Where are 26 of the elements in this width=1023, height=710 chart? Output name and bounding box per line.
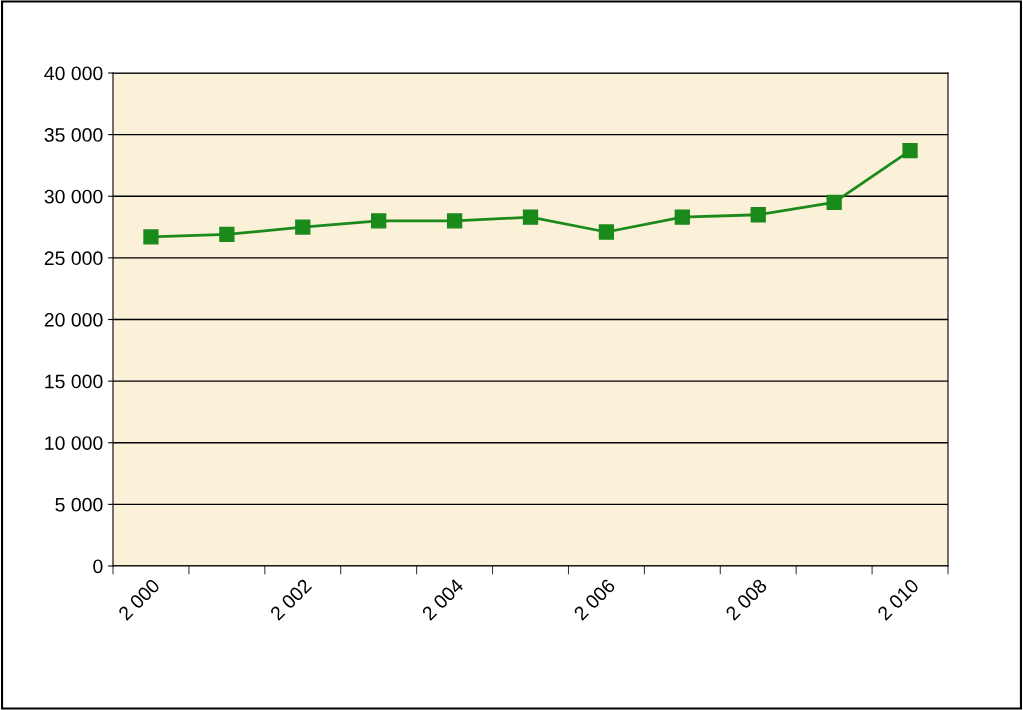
y-tick-label: 20 000 xyxy=(44,312,103,327)
y-tick-label: 5 000 xyxy=(55,497,103,512)
y-tick-label: 0 xyxy=(93,559,103,574)
point xyxy=(371,213,387,229)
x-tick-label: 2 004 xyxy=(421,577,465,621)
point xyxy=(750,207,766,223)
y-tick-label: 10 000 xyxy=(45,436,103,450)
y-tick-label: 30 000 xyxy=(44,189,103,204)
point xyxy=(522,209,539,225)
point xyxy=(598,224,615,240)
point xyxy=(143,229,159,245)
point xyxy=(219,226,235,243)
point xyxy=(902,143,918,159)
point xyxy=(295,219,311,235)
y-tick-label: 15 000 xyxy=(45,374,103,389)
x-tick-label: 2 006 xyxy=(573,578,616,621)
y-tick-label: 35 000 xyxy=(44,128,103,142)
y-tick-label: 40 000 xyxy=(44,66,103,81)
x-tick-label: 2 010 xyxy=(876,578,920,621)
point xyxy=(674,209,690,225)
point xyxy=(826,194,842,211)
x-tick-label: 2 002 xyxy=(269,578,313,621)
point xyxy=(446,213,463,229)
x-tick-label: 2 008 xyxy=(724,578,768,621)
y-tick-label: 25 000 xyxy=(44,251,103,266)
x-tick-label: 2 000 xyxy=(117,578,161,621)
